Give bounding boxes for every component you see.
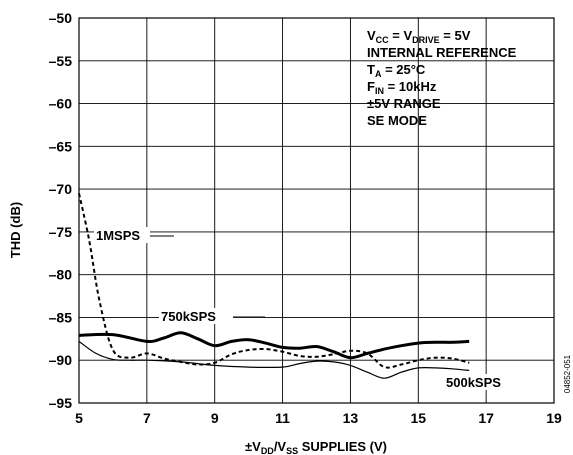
figure-id: 04852-051 <box>563 354 572 393</box>
series-line-1msps <box>78 193 470 369</box>
x-axis-title-pre: ±V <box>245 439 261 454</box>
y-tick-label: –65 <box>49 138 73 154</box>
series-line-750ksps <box>78 331 470 360</box>
x-axis-title-sub-dd: DD <box>261 446 274 455</box>
label-500ksps-bg <box>444 374 510 390</box>
y-tick-label: –50 <box>49 10 73 26</box>
x-tick-label: 7 <box>143 410 151 426</box>
x-tick-label: 9 <box>211 410 219 426</box>
condition-vcc: VCC = VDRIVE = 5V <box>367 28 471 45</box>
x-axis-title-sub-ss: SS <box>286 446 298 455</box>
series-lines <box>78 193 470 379</box>
x-tick-label: 11 <box>275 410 290 426</box>
y-tick-label: –95 <box>49 395 73 411</box>
x-tick-label: 15 <box>410 410 426 426</box>
condition-mode: SE MODE <box>367 113 427 128</box>
gridlines <box>79 18 554 403</box>
y-tick-label: –60 <box>49 96 73 112</box>
label-750ksps-bg <box>159 308 233 324</box>
x-tick-label: 13 <box>343 410 359 426</box>
series-labels: 1MSPS 750kSPS 500kSPS <box>94 227 510 390</box>
x-axis-title-post: SUPPLIES (V) <box>298 439 387 454</box>
condition-temperature: TA = 25°C <box>367 62 426 79</box>
y-tick-label: –55 <box>49 53 73 69</box>
y-tick-label: –85 <box>49 309 73 325</box>
y-axis-title: THD (dB) <box>8 202 23 258</box>
y-tick-label: –80 <box>49 267 73 283</box>
x-tick-label: 5 <box>75 410 83 426</box>
test-conditions: VCC = VDRIVE = 5V INTERNAL REFERENCE TA … <box>367 28 517 128</box>
tick-labels: 5 7 9 11 13 15 17 19 –50 –55 –60 –65 –70 –75 –80 –85 –90… <box>49 10 562 426</box>
condition-input-frequency: FIN = 10kHz <box>367 79 437 96</box>
y-tick-label: –90 <box>49 352 73 368</box>
y-tick-label: –70 <box>49 181 73 197</box>
x-tick-label: 17 <box>478 410 494 426</box>
plot-frame <box>78 17 555 404</box>
condition-range: ±5V RANGE <box>367 96 441 111</box>
label-750ksps: 750kSPS <box>161 309 216 324</box>
x-axis-title: ±VDD/VSS SUPPLIES (V) <box>245 439 387 455</box>
label-1msps-bg <box>94 227 150 243</box>
series-line-500ksps <box>78 340 470 379</box>
y-tick-label: –75 <box>49 224 73 240</box>
label-500ksps: 500kSPS <box>446 375 501 390</box>
condition-reference: INTERNAL REFERENCE <box>367 45 517 60</box>
label-1msps: 1MSPS <box>96 228 140 243</box>
x-axis-title-mid: /V <box>274 439 287 454</box>
x-tick-label: 19 <box>546 410 562 426</box>
